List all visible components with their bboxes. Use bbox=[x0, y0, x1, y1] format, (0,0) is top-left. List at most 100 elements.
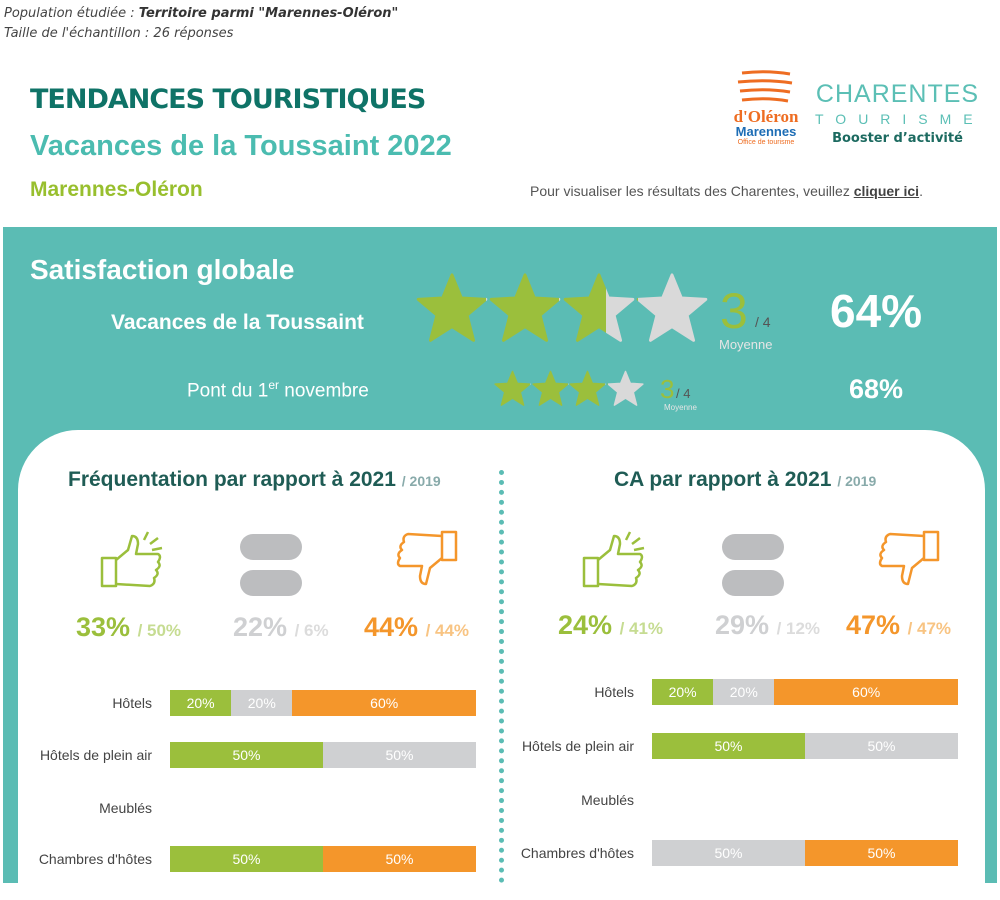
population-value: Territoire parmi "Marennes-Oléron" bbox=[138, 6, 399, 21]
stat-eq: 29% / 12% bbox=[715, 610, 820, 641]
thumbs-up-icon bbox=[100, 530, 164, 595]
panel-title-text: Fréquentation par rapport à 2021 bbox=[68, 468, 396, 491]
bar-segment-grey: 50% bbox=[323, 742, 476, 768]
equal-icon bbox=[240, 534, 302, 596]
visit-text: Pour visualiser les résultats des Charen… bbox=[530, 183, 854, 199]
thumbs-down-icon bbox=[394, 530, 458, 595]
charentes-link-text: Pour visualiser les résultats des Charen… bbox=[530, 183, 923, 199]
star-icon bbox=[563, 273, 635, 342]
bar-segment-orange: 60% bbox=[292, 690, 476, 716]
equal-icon bbox=[722, 534, 784, 596]
bar-segment-green: 50% bbox=[170, 846, 323, 872]
star-icon bbox=[637, 273, 708, 342]
stacked-bar bbox=[170, 795, 476, 821]
pont-max: / 4 bbox=[676, 386, 691, 401]
stat-eq-value: 29% bbox=[715, 610, 770, 640]
row-label: Meublés bbox=[581, 792, 634, 808]
charentes-tourisme-logo: CHARENTES TOURISME Booster d’activité bbox=[815, 80, 980, 146]
page-title: TENDANCES TOURISTIQUES bbox=[30, 84, 426, 115]
stat-eq: 22% / 6% bbox=[233, 612, 329, 643]
bar-segment-green: 50% bbox=[170, 742, 323, 768]
star-icon bbox=[494, 370, 531, 406]
stat-up: 24% / 41% bbox=[558, 610, 663, 641]
population-info: Population étudiée : Territoire parmi "M… bbox=[4, 4, 398, 44]
toussaint-label: Vacances de la Toussaint bbox=[111, 311, 364, 334]
pont-pct: 68% bbox=[849, 374, 904, 404]
stacked-bar: 20% 20% 60% bbox=[652, 679, 958, 705]
bar-segment-grey: 50% bbox=[652, 840, 805, 866]
stat-up-value: 33% bbox=[76, 612, 131, 642]
stat-down-2019: / 47% bbox=[907, 619, 952, 638]
stat-up: 33% / 50% bbox=[76, 612, 181, 643]
pont-label-pre: Pont du 1 bbox=[187, 380, 269, 402]
bar-segment-green: 50% bbox=[652, 733, 805, 759]
stat-down-value: 44% bbox=[364, 612, 419, 642]
sample-size: Taille de l'échantillon : 26 réponses bbox=[4, 26, 234, 41]
row-label: Hôtels de plein air bbox=[521, 738, 634, 754]
stacked-bar: 20% 20% 60% bbox=[170, 690, 476, 716]
stacked-bar: 50% 50% bbox=[652, 840, 958, 866]
row-label: Hôtels bbox=[594, 684, 634, 700]
oleron-logo: d'Oléron Marennes Office de tourisme bbox=[732, 68, 800, 160]
logo-booster: Booster d’activité bbox=[832, 131, 963, 146]
waves-icon bbox=[737, 70, 793, 103]
panel-title-sub: / 2019 bbox=[837, 473, 877, 489]
pont-star-rating bbox=[494, 370, 645, 412]
pont-score: 3 bbox=[660, 374, 675, 404]
pont-moyenne: Moyenne bbox=[664, 403, 697, 412]
toussaint-moyenne: Moyenne bbox=[719, 337, 773, 352]
bar-segment-grey: 50% bbox=[805, 733, 958, 759]
panel-title-sub: / 2019 bbox=[401, 473, 441, 489]
pont-label: Pont du 1er novembre bbox=[187, 378, 369, 402]
stat-eq-2019: / 12% bbox=[776, 619, 821, 638]
bar-segment-green: 20% bbox=[652, 679, 714, 705]
row-label: Hôtels bbox=[112, 695, 152, 711]
stat-eq-value: 22% bbox=[233, 612, 288, 642]
star-icon bbox=[416, 273, 488, 342]
star-icon bbox=[490, 273, 561, 342]
bar-segment-orange: 50% bbox=[323, 846, 476, 872]
bar-segment-green: 20% bbox=[170, 690, 232, 716]
pont-label-post: novembre bbox=[279, 380, 369, 402]
thumbs-down-icon bbox=[876, 530, 940, 595]
row-label: Meublés bbox=[99, 800, 152, 816]
stat-down-2019: / 44% bbox=[425, 621, 470, 640]
toussaint-pct: 64% bbox=[830, 285, 923, 337]
stat-up-2019: / 50% bbox=[137, 621, 182, 640]
row-label: Chambres d'hôtes bbox=[520, 845, 634, 861]
pont-label-sup: er bbox=[268, 378, 280, 392]
stat-eq-2019: / 6% bbox=[294, 621, 329, 640]
stat-down: 44% / 44% bbox=[364, 612, 469, 643]
dotted-divider bbox=[499, 470, 504, 883]
visit-end: . bbox=[919, 183, 923, 199]
row-label: Chambres d'hôtes bbox=[38, 851, 152, 867]
stat-up-value: 24% bbox=[558, 610, 613, 640]
territory-name: Marennes-Oléron bbox=[30, 178, 203, 201]
toussaint-max: / 4 bbox=[755, 314, 771, 330]
stacked-bar bbox=[652, 787, 958, 813]
stacked-bar: 50% 50% bbox=[170, 846, 476, 872]
logo-tourisme: TOURISME bbox=[815, 111, 985, 127]
population-label: Population étudiée : bbox=[4, 6, 139, 21]
satisfaction-title: Satisfaction globale bbox=[30, 254, 295, 285]
thumbs-up-icon bbox=[582, 530, 646, 595]
stat-up-2019: / 41% bbox=[619, 619, 664, 638]
stacked-bar: 50% 50% bbox=[652, 733, 958, 759]
bar-segment-orange: 50% bbox=[805, 840, 958, 866]
bar-segment-orange: 60% bbox=[774, 679, 958, 705]
bar-segment-grey: 20% bbox=[231, 690, 293, 716]
star-icon bbox=[607, 370, 644, 406]
bar-segment-grey: 20% bbox=[713, 679, 775, 705]
stacked-bar: 50% 50% bbox=[170, 742, 476, 768]
panel-title: Fréquentation par rapport à 2021 / 2019 bbox=[68, 468, 441, 492]
panel-title-text: CA par rapport à 2021 bbox=[614, 468, 832, 491]
star-icon bbox=[569, 370, 607, 406]
logo-charentes: CHARENTES bbox=[815, 80, 980, 108]
panel-title: CA par rapport à 2021 / 2019 bbox=[614, 468, 876, 492]
row-label: Hôtels de plein air bbox=[39, 747, 152, 763]
stat-down-value: 47% bbox=[846, 610, 901, 640]
toussaint-score: 3 bbox=[720, 283, 748, 339]
page-subtitle: Vacances de la Toussaint 2022 bbox=[30, 130, 452, 162]
cliquer-ici-link[interactable]: cliquer ici bbox=[853, 183, 920, 199]
stat-down: 47% / 47% bbox=[846, 610, 951, 641]
